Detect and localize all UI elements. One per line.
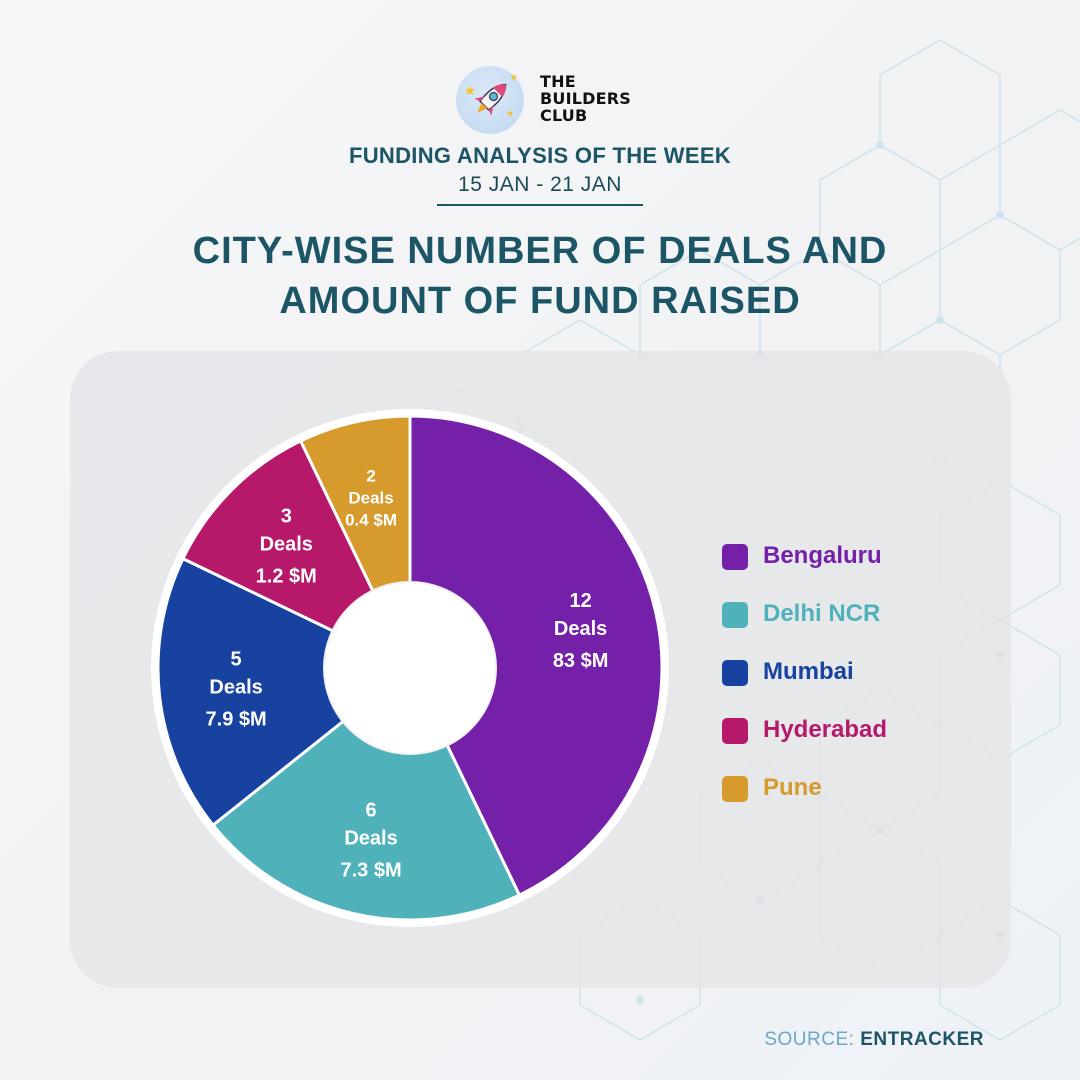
deals-unit-label: Deals [348,488,393,507]
header-title: FUNDING ANALYSIS OF THE WEEK [348,143,731,168]
donut-hole [323,581,497,755]
chart-title-line: CITY-WISE NUMBER OF DEALS AND [192,230,888,272]
deals-unit-label: Deals [554,618,607,640]
deals-unit-label: Deals [260,533,313,555]
slice-bengaluru [408,414,664,898]
legend-item-delhi-ncr: Delhi NCR [722,598,982,632]
source-value: ENTRACKER [860,1029,984,1050]
deals-count-label: 12 [569,590,591,612]
deals-count-label: 6 [365,800,376,822]
deals-count-label: 5 [231,649,242,671]
legend-label: Bengaluru [763,542,882,569]
legend-item-hyderabad: Hyderabad [722,714,982,748]
legend-label: Delhi NCR [763,600,881,627]
deals-unit-label: Deals [209,677,262,699]
source-label: SOURCE: [764,1029,855,1050]
deals-unit-label: Deals [344,828,397,850]
slice-mumbai [156,556,413,828]
amount-label: 7.3 $M [340,860,401,882]
slice-delhi-ncr [210,665,522,922]
legend-swatch [722,602,748,628]
brand-name-line: BUILDERS [540,89,631,108]
header-divider [437,204,643,206]
brand-name-line: THE [540,72,576,91]
legend-label: Mumbai [763,658,854,685]
legend-swatch [722,544,748,570]
chart-title: CITY-WISE NUMBER OF DEALS AND AMOUNT OF … [0,226,1080,326]
legend-swatch [722,718,748,744]
rocket-icon [465,74,517,116]
legend-item-pune: Pune [722,772,982,806]
legend-swatch [722,660,748,686]
amount-label: 1.2 $M [256,565,317,587]
date-range: 15 JAN - 21 JAN [458,173,622,196]
brand-name-line: CLUB [540,106,588,125]
legend-item-bengaluru: Bengaluru [722,540,982,574]
amount-label: 7.9 $M [206,709,267,731]
brand-name: THE BUILDERS CLUB [540,73,631,124]
amount-label: 0.4 $M [345,510,397,529]
deals-count-label: 2 [366,466,375,485]
chart-title-line: AMOUNT OF FUND RAISED [279,280,801,322]
legend-label: Pune [763,774,822,801]
source-credit: SOURCE: ENTRACKER [764,1029,984,1051]
legend-item-mumbai: Mumbai [722,656,982,690]
amount-label: 83 $M [553,650,609,672]
legend-label: Hyderabad [763,716,888,743]
legend-swatch [722,776,748,802]
deals-count-label: 3 [281,505,292,527]
logo-badge [456,66,524,134]
brand-logo: THE BUILDERS CLUB [456,66,656,136]
